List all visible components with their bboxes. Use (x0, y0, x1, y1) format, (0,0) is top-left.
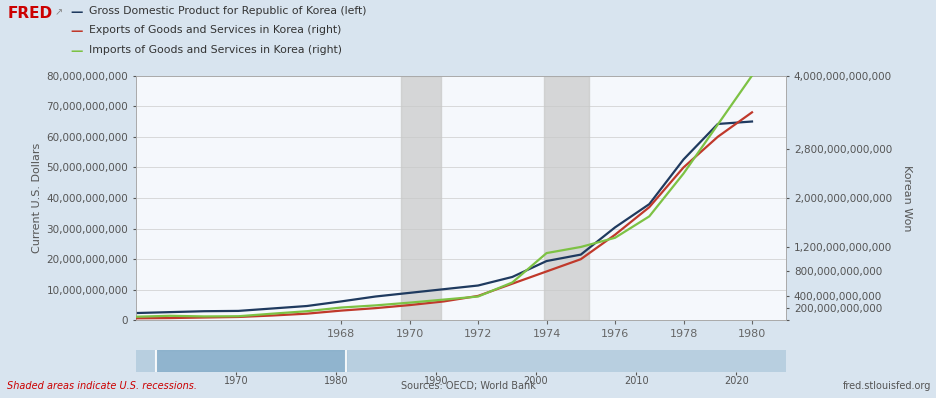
Bar (155, 350, 346, 372)
Bar (544, 76, 590, 320)
Text: —: — (70, 45, 82, 58)
Text: Imports of Goods and Services in Korea (right): Imports of Goods and Services in Korea (… (89, 45, 342, 55)
Text: Shaded areas indicate U.S. recessions.: Shaded areas indicate U.S. recessions. (7, 381, 197, 391)
Text: —: — (70, 6, 82, 19)
Text: Sources: OECD; World Bank: Sources: OECD; World Bank (401, 381, 535, 391)
Text: ↗: ↗ (54, 7, 63, 17)
Text: —: — (70, 25, 82, 38)
Text: fred.stlouisfed.org: fred.stlouisfed.org (843, 381, 931, 391)
Text: FRED: FRED (7, 6, 52, 21)
Y-axis label: Current U.S. Dollars: Current U.S. Dollars (32, 143, 42, 253)
Text: Exports of Goods and Services in Korea (right): Exports of Goods and Services in Korea (… (89, 25, 342, 35)
Bar (401, 76, 441, 320)
Text: Gross Domestic Product for Republic of Korea (left): Gross Domestic Product for Republic of K… (89, 6, 366, 16)
Y-axis label: Korean Won: Korean Won (901, 165, 912, 231)
